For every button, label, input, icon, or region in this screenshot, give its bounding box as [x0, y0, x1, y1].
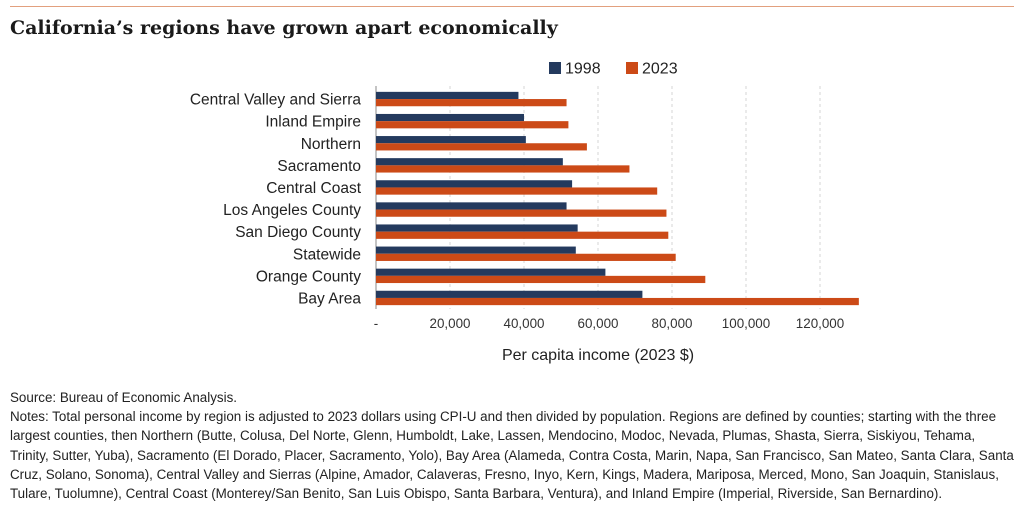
bar-1998-0	[376, 91, 519, 100]
category-label-8: Orange County	[256, 268, 361, 285]
footer: Source: Bureau of Economic Analysis. Not…	[10, 388, 1014, 503]
bar-1998-6	[376, 224, 578, 232]
bar-1998-4	[376, 180, 573, 188]
x-tick-label-6: 120,000	[796, 316, 844, 331]
bar-chart: Central Valley and Sierra Inland Empire No…	[190, 61, 859, 364]
x-axis-title: Per capita income (2023 $)	[502, 347, 694, 364]
x-tick-label-1: 20,000	[430, 316, 471, 331]
chart-title: California’s regions have grown apart ec…	[10, 17, 558, 39]
legend-label-1998: 1998	[565, 61, 601, 78]
x-tick-label-4: 80,000	[652, 316, 693, 331]
category-label-2: Northern	[301, 136, 361, 153]
bar-1998-3	[376, 158, 563, 166]
category-label-4: Central Coast	[266, 180, 361, 197]
bar-2023-4	[376, 187, 658, 195]
category-label-6: San Diego County	[235, 224, 361, 241]
bar-1998-7	[376, 246, 576, 254]
legend-label-2023: 2023	[642, 61, 678, 78]
category-label-3: Sacramento	[277, 158, 361, 175]
x-tick-label-3: 60,000	[578, 316, 619, 331]
bar-2023-3	[376, 165, 630, 173]
bar-2023-6	[376, 231, 669, 239]
bar-2023-7	[376, 253, 676, 261]
x-tick-label-5: 100,000	[722, 316, 770, 331]
legend-swatch-2023	[626, 62, 638, 74]
bar-2023-2	[376, 143, 587, 151]
category-label-7: Statewide	[293, 246, 361, 263]
top-rule	[10, 6, 1014, 7]
bar-2023-1	[376, 121, 569, 129]
category-label-1: Inland Empire	[265, 114, 361, 131]
bar-1998-8	[376, 268, 606, 276]
category-label-0: Central Valley and Sierra	[190, 92, 362, 109]
bar-1998-2	[376, 136, 526, 144]
category-label-5: Los Angeles County	[223, 202, 361, 219]
legend-swatch-1998	[549, 62, 561, 74]
bar-1998-1	[376, 113, 524, 122]
bar-2023-9	[376, 297, 859, 306]
source-note: Source: Bureau of Economic Analysis.	[10, 390, 238, 405]
notes-text: Notes: Total personal income by region i…	[10, 409, 1014, 502]
x-tick-label-2: 40,000	[504, 316, 545, 331]
category-label-9: Bay Area	[298, 290, 361, 307]
bar-2023-8	[376, 275, 706, 284]
bar-1998-5	[376, 202, 567, 210]
bar-1998-9	[376, 290, 643, 298]
bar-2023-0	[376, 99, 567, 107]
bar-2023-5	[376, 209, 667, 217]
x-tick-label-0: -	[374, 316, 378, 331]
